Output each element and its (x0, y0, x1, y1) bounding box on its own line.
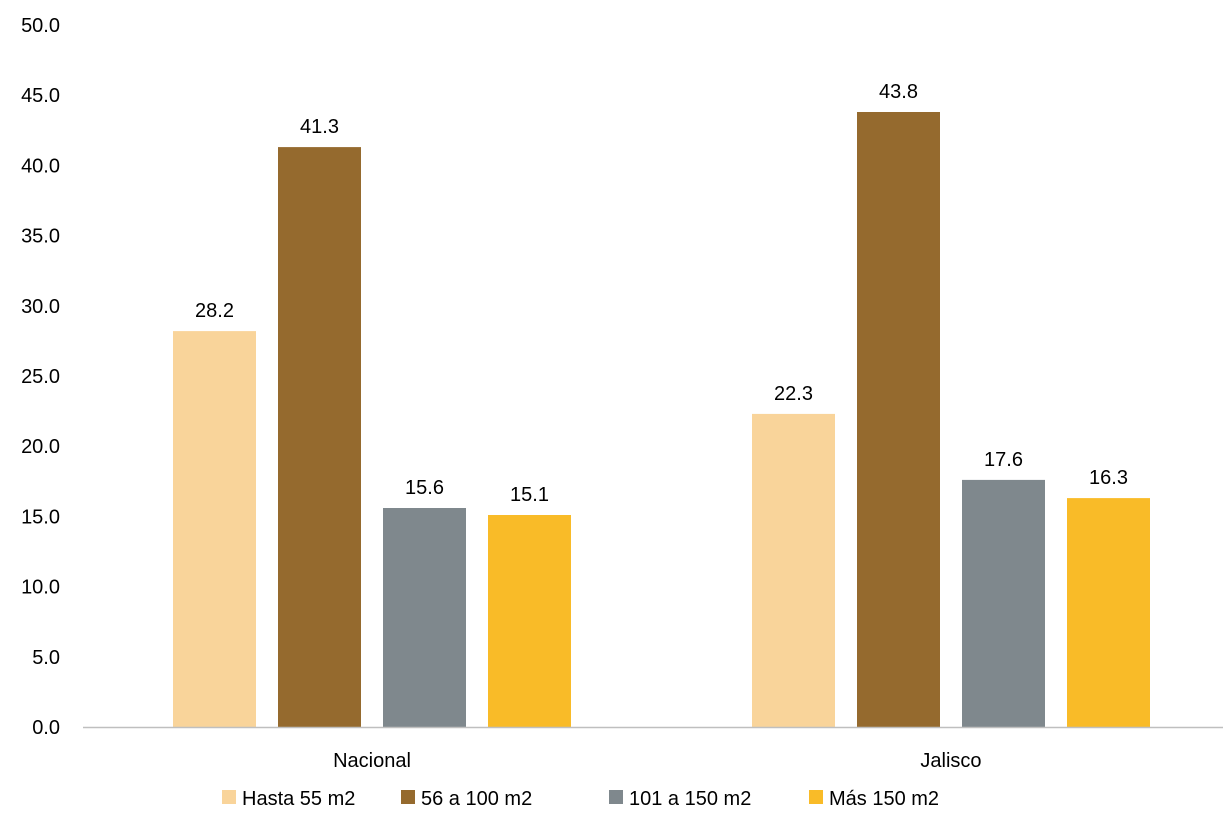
y-tick-label: 40.0 (21, 155, 60, 177)
legend-label: Más 150 m2 (829, 788, 939, 810)
y-tick-label: 10.0 (21, 577, 60, 599)
data-label: 28.2 (195, 300, 234, 322)
data-label: 17.6 (984, 449, 1023, 471)
bar-jalisco-series-3 (1067, 498, 1150, 727)
data-label: 41.3 (300, 116, 339, 138)
y-axis-labels: 0.0 5.0 10.0 15.0 20.0 25.0 30.0 35.0 40.0 45.0 50… (21, 15, 60, 739)
x-category-label: Nacional (333, 750, 411, 772)
y-tick-label: 5.0 (32, 647, 60, 669)
legend-label: 101 a 150 m2 (629, 788, 751, 810)
data-label: 43.8 (879, 81, 918, 103)
bar-jalisco-series-2 (962, 479, 1045, 727)
y-tick-label: 45.0 (21, 85, 60, 107)
bar-nacional-series-1 (278, 147, 361, 728)
data-label: 22.3 (774, 383, 813, 405)
y-tick-label: 50.0 (21, 15, 60, 37)
legend: Hasta 55 m2 56 a 100 m2 101 a 150 m2 Más 15… (222, 788, 939, 810)
bar-jalisco-series-1 (857, 112, 940, 727)
bar-nacional-series-0 (173, 331, 256, 727)
bar-nacional-series-2 (383, 508, 466, 727)
data-label: 15.6 (405, 477, 444, 499)
y-tick-label: 15.0 (21, 506, 60, 528)
legend-swatch (609, 790, 623, 804)
y-tick-label: 30.0 (21, 296, 60, 318)
bar-jalisco-series-0 (752, 413, 835, 727)
x-axis-labels: Nacional Jalisco (333, 750, 981, 772)
bar-nacional-series-3 (488, 515, 571, 727)
data-label: 16.3 (1089, 467, 1128, 489)
legend-label: 56 a 100 m2 (421, 788, 532, 810)
bars-group (173, 112, 1150, 728)
data-labels-group: 28.2 41.3 15.6 15.1 22.3 43.8 17.6 16.3 (195, 81, 1128, 506)
x-category-label: Jalisco (920, 750, 981, 772)
legend-swatch (222, 790, 236, 804)
y-tick-label: 25.0 (21, 366, 60, 388)
legend-swatch (401, 790, 415, 804)
y-tick-label: 0.0 (32, 717, 60, 739)
y-tick-label: 20.0 (21, 436, 60, 458)
data-label: 15.1 (510, 484, 549, 506)
y-tick-label: 35.0 (21, 226, 60, 248)
legend-swatch (809, 790, 823, 804)
legend-label: Hasta 55 m2 (242, 788, 355, 810)
